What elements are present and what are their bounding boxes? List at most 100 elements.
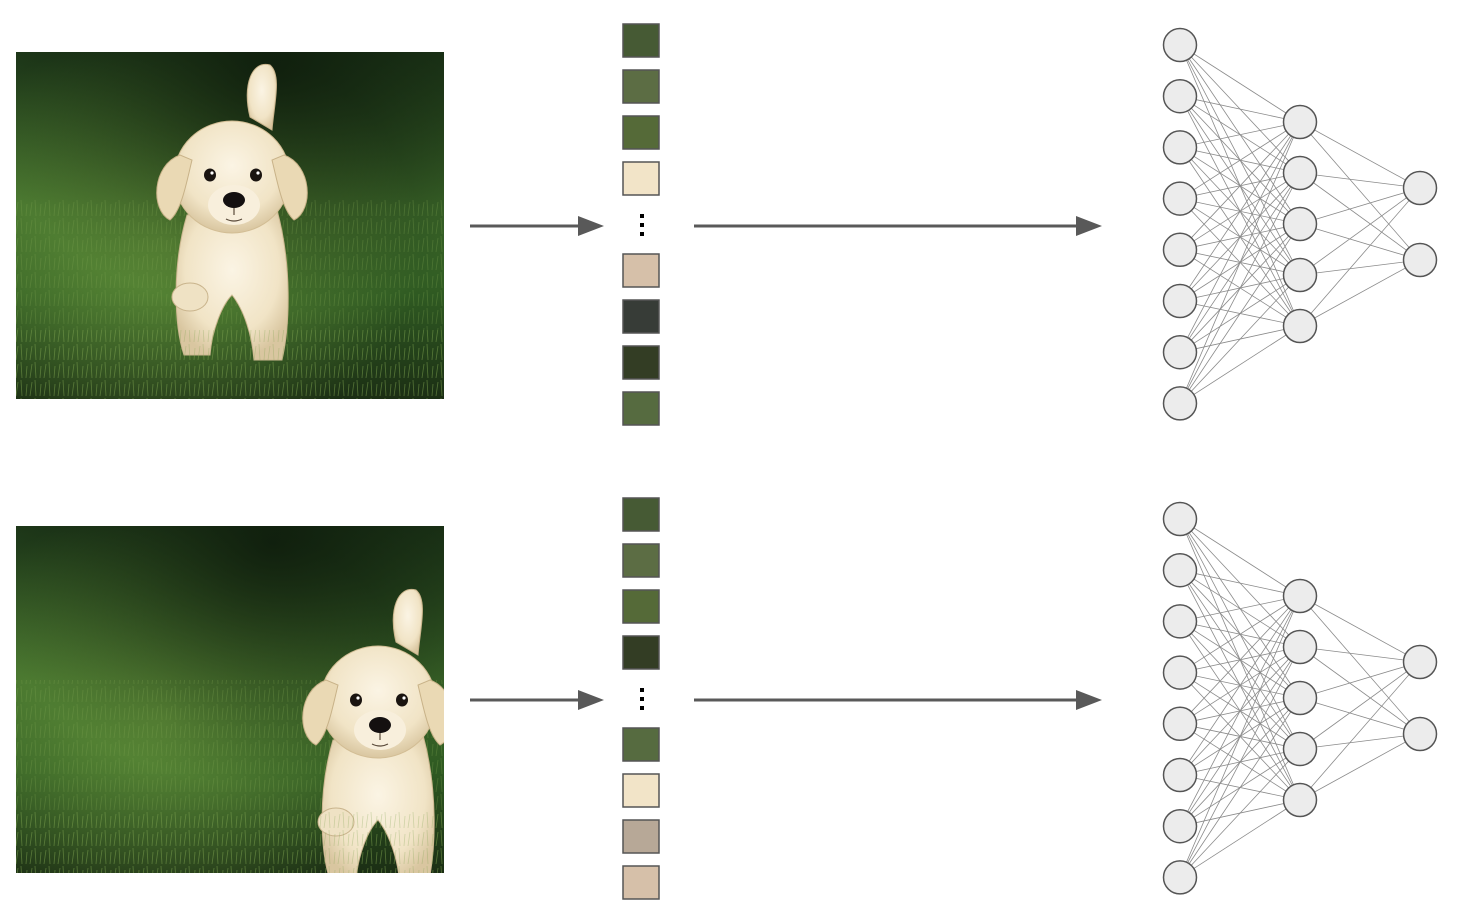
ellipsis-dot (640, 232, 644, 236)
network-node (1162, 130, 1198, 165)
network-node (1282, 629, 1318, 665)
vector-ellipsis-1 (640, 214, 644, 236)
network-node (1162, 757, 1198, 793)
network-node (1162, 78, 1198, 114)
network-edge (1299, 187, 1421, 225)
network-edge (1299, 733, 1421, 750)
network-edge (1179, 121, 1301, 353)
neural-network-2 (1162, 501, 1438, 895)
network-edge (1299, 259, 1421, 276)
input-photo-shifted-puppy (16, 526, 444, 873)
network-edges (1179, 518, 1421, 878)
input-arrow-1-head (1076, 216, 1102, 236)
network-edge (1179, 518, 1301, 597)
network-edge (1299, 661, 1421, 750)
vector-cell (622, 115, 660, 150)
network-edge (1179, 595, 1301, 827)
network-edge (1179, 172, 1301, 404)
input-arrow-2-head (1076, 690, 1102, 710)
network-edge (1299, 646, 1421, 735)
network-edge (1299, 121, 1421, 261)
input-arrow-1 (694, 216, 1102, 236)
network-edge (1179, 121, 1301, 404)
vector-cell (622, 391, 660, 426)
ellipsis-dot (640, 706, 644, 710)
network-node (1162, 655, 1198, 690)
network-edge (1179, 274, 1301, 404)
network-edge (1179, 95, 1301, 123)
network-node (1282, 104, 1318, 140)
network-node (1282, 782, 1318, 818)
network-edge (1179, 697, 1301, 878)
vector-cell (622, 23, 660, 58)
network-node (1162, 283, 1198, 319)
network-edge (1179, 799, 1301, 878)
hidden-layer (1282, 104, 1318, 344)
network-edge (1179, 595, 1301, 622)
network-node (1282, 308, 1318, 344)
vector-ellipsis-2 (640, 688, 644, 710)
network-node (1162, 808, 1198, 844)
network-edge (1179, 646, 1301, 878)
network-node (1162, 386, 1198, 421)
network-node (1282, 731, 1318, 767)
network-edge (1179, 121, 1301, 251)
network-edge (1299, 187, 1421, 276)
vector-cell (622, 69, 660, 104)
network-edge (1179, 595, 1301, 776)
network-edge (1179, 223, 1301, 404)
network-node (1162, 706, 1198, 742)
network-edge (1299, 223, 1421, 261)
network-node (1282, 206, 1318, 242)
network-node (1162, 232, 1198, 268)
vector-cell (622, 635, 660, 670)
network-node (1282, 680, 1318, 716)
network-node (1162, 181, 1198, 216)
ellipsis-dot (640, 697, 644, 701)
network-node (1162, 604, 1198, 639)
vector-cell (622, 589, 660, 624)
network-edge (1299, 595, 1421, 663)
flatten-arrow-1 (470, 216, 604, 236)
network-edge (1179, 121, 1301, 199)
network-node (1402, 644, 1438, 680)
network-edges (1179, 44, 1421, 404)
pixel-vector-2 (622, 497, 660, 900)
hidden-layer (1282, 578, 1318, 818)
vector-cell (622, 543, 660, 578)
network-node (1162, 860, 1198, 895)
network-edge (1179, 121, 1301, 148)
network-node (1402, 242, 1438, 278)
network-edge (1179, 748, 1301, 878)
network-edge (1299, 646, 1421, 663)
vector-cell (622, 773, 660, 808)
vector-cell (622, 299, 660, 334)
vector-cell (622, 345, 660, 380)
network-edge (1299, 121, 1421, 189)
ellipsis-dot (640, 688, 644, 692)
network-node (1282, 257, 1318, 293)
flatten-arrow-2 (470, 690, 604, 710)
vector-cell (622, 865, 660, 900)
vector-cell (622, 161, 660, 196)
output-layer (1402, 644, 1438, 752)
network-edge (1179, 595, 1301, 725)
input-photo-centered-puppy (16, 52, 444, 399)
network-edge (1299, 661, 1421, 699)
network-edge (1299, 733, 1421, 801)
pixel-vector-1 (622, 23, 660, 426)
network-edge (1299, 595, 1421, 735)
network-edge (1179, 569, 1301, 597)
network-node (1402, 170, 1438, 206)
input-layer (1162, 27, 1198, 421)
network-edge (1299, 172, 1421, 189)
network-node (1402, 716, 1438, 752)
network-edge (1179, 595, 1301, 673)
vector-cell (622, 497, 660, 532)
network-edge (1299, 172, 1421, 261)
ellipsis-dot (640, 223, 644, 227)
network-edge (1179, 325, 1301, 404)
network-node (1162, 552, 1198, 588)
input-layer (1162, 501, 1198, 895)
